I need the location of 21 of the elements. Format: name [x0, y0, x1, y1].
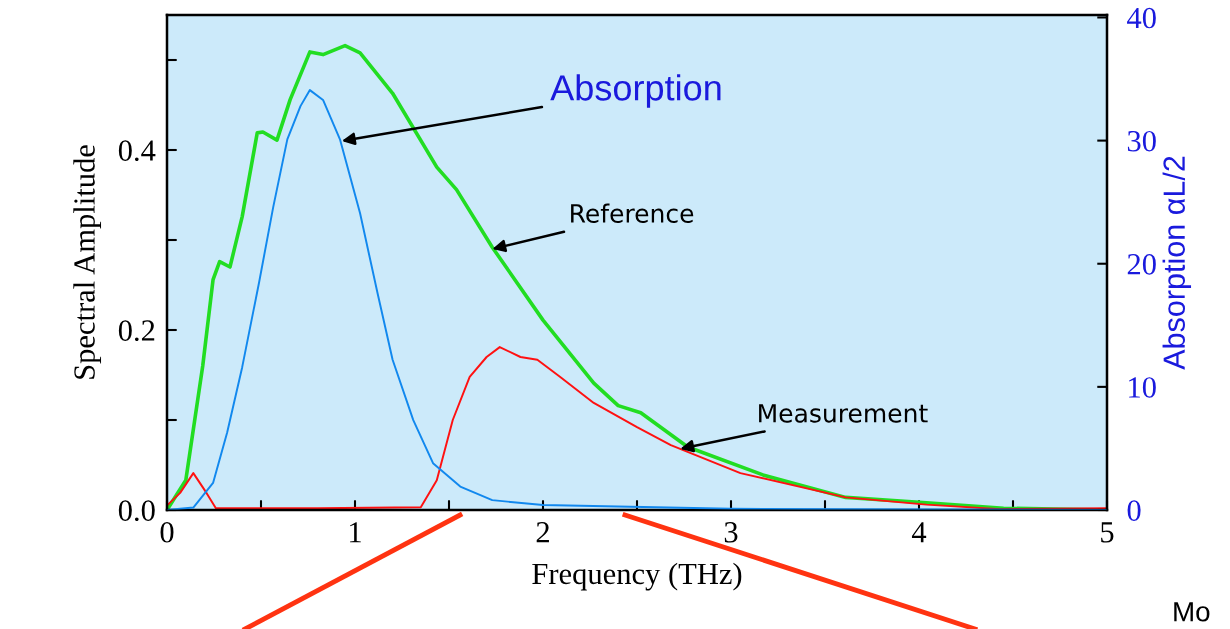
y2-tick-label: 40: [1127, 7, 1156, 29]
y2-tick-label: 20: [1127, 254, 1156, 275]
text: Mo: [1174, 602, 1210, 622]
y2-tick-label: 0: [1127, 500, 1141, 521]
x-tick-label: 1: [350, 522, 361, 543]
annotation: Measurement: [759, 404, 928, 423]
x-tick-label: 5: [1101, 522, 1114, 543]
x-tick-label: 0: [160, 521, 174, 543]
y-axis-title: Spectral Amplitude: [73, 145, 102, 379]
x-tick-label: 4: [911, 522, 927, 543]
y-tick-label: 0.2: [118, 320, 155, 342]
y2-tick-label: 30: [1127, 130, 1156, 152]
x-tick-label: 3: [724, 522, 738, 543]
y2-axis-title: Absorption αL/2: [1162, 156, 1192, 370]
x-tick-label: 2: [536, 522, 549, 543]
annotation: Absorption: [550, 74, 721, 108]
x-axis-title: Frequency (THz): [532, 562, 742, 591]
y-tick-label: 0.0: [118, 500, 155, 522]
annotation: Reference: [571, 203, 694, 223]
y2-tick-label: 10: [1129, 377, 1156, 398]
y-tick-label: 0.4: [118, 140, 156, 162]
